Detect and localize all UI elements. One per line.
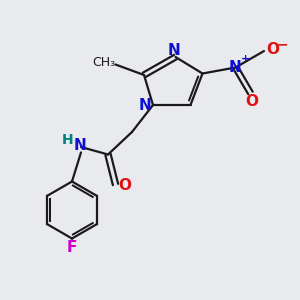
Text: O: O [245, 94, 259, 109]
Text: +: + [241, 54, 250, 64]
Text: CH₃: CH₃ [92, 56, 116, 69]
Text: −: − [277, 38, 288, 51]
Text: N: N [73, 138, 86, 153]
Text: N: N [138, 98, 151, 112]
Text: O: O [118, 178, 132, 194]
Text: O: O [266, 42, 279, 57]
Text: H: H [62, 134, 73, 147]
Text: N: N [229, 60, 242, 75]
Text: N: N [168, 43, 180, 58]
Text: F: F [67, 240, 77, 255]
